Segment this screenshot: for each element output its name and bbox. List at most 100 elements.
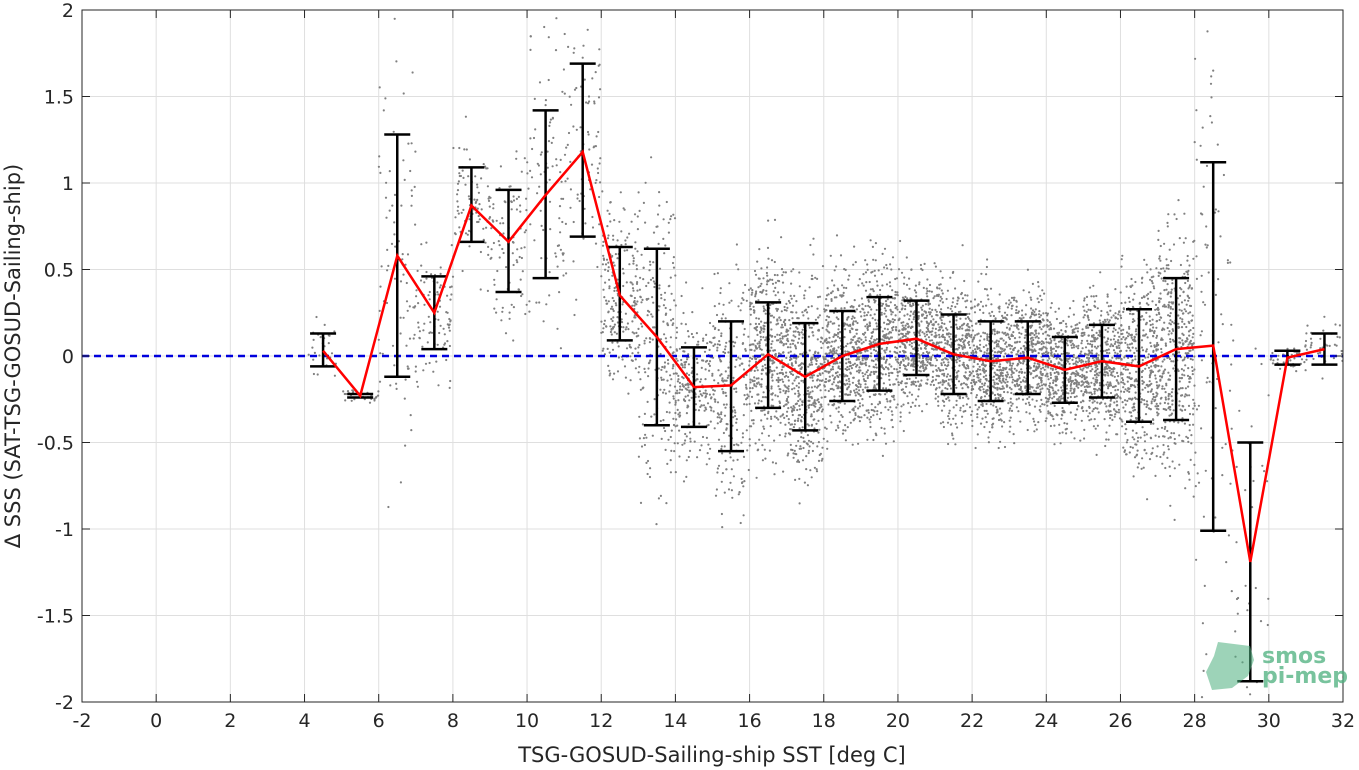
scatter-point bbox=[941, 383, 944, 386]
scatter-point bbox=[414, 305, 417, 308]
scatter-point bbox=[819, 362, 822, 365]
scatter-point bbox=[923, 310, 926, 313]
scatter-point bbox=[942, 421, 945, 424]
scatter-point bbox=[784, 435, 787, 438]
scatter-point bbox=[688, 431, 692, 434]
scatter-point bbox=[611, 296, 614, 300]
scatter-point bbox=[773, 439, 776, 442]
scatter-point bbox=[740, 477, 743, 480]
scatter-point bbox=[532, 136, 536, 140]
scatter-point bbox=[456, 200, 459, 203]
scatter-point bbox=[685, 475, 688, 478]
scatter-point bbox=[861, 372, 864, 375]
scatter-point bbox=[817, 352, 820, 355]
scatter-point bbox=[613, 219, 616, 222]
scatter-point bbox=[941, 351, 944, 354]
scatter-point bbox=[519, 204, 522, 207]
scatter-point bbox=[427, 294, 430, 297]
scatter-point bbox=[869, 374, 872, 377]
scatter-point bbox=[770, 385, 773, 388]
scatter-point bbox=[888, 363, 891, 366]
scatter-point bbox=[870, 359, 874, 362]
scatter-point bbox=[515, 157, 518, 160]
scatter-point bbox=[872, 365, 875, 368]
scatter-point bbox=[975, 396, 978, 399]
scatter-point bbox=[585, 101, 588, 104]
scatter-point bbox=[986, 338, 989, 342]
scatter-point bbox=[961, 387, 964, 390]
scatter-point bbox=[1072, 313, 1075, 316]
scatter-point bbox=[817, 329, 821, 332]
scatter-point bbox=[613, 372, 616, 375]
scatter-point bbox=[1003, 421, 1006, 424]
scatter-point bbox=[410, 429, 413, 432]
scatter-point bbox=[930, 315, 934, 318]
scatter-point bbox=[760, 409, 763, 412]
scatter-point bbox=[1048, 396, 1051, 399]
scatter-point bbox=[1010, 296, 1014, 299]
scatter-point bbox=[653, 282, 657, 285]
scatter-point bbox=[995, 405, 998, 409]
scatter-point bbox=[958, 396, 961, 400]
scatter-point bbox=[748, 425, 752, 428]
scatter-point bbox=[873, 385, 876, 388]
scatter-point bbox=[904, 335, 907, 338]
scatter-point bbox=[817, 459, 821, 462]
scatter-point bbox=[669, 276, 672, 279]
scatter-point bbox=[1020, 332, 1023, 335]
scatter-point bbox=[671, 323, 674, 327]
scatter-point bbox=[624, 328, 627, 331]
scatter-point bbox=[961, 347, 964, 350]
scatter-point bbox=[838, 420, 841, 423]
scatter-point bbox=[811, 331, 814, 334]
scatter-point bbox=[759, 290, 762, 294]
scatter-point bbox=[925, 358, 928, 361]
scatter-point bbox=[787, 418, 790, 421]
scatter-point bbox=[773, 361, 776, 364]
scatter-point bbox=[871, 288, 874, 291]
scatter-point bbox=[502, 251, 505, 255]
scatter-point bbox=[1049, 411, 1052, 414]
scatter-point bbox=[917, 395, 920, 398]
scatter-point bbox=[701, 394, 704, 397]
scatter-point bbox=[748, 360, 751, 363]
scatter-point bbox=[786, 454, 789, 457]
scatter-point bbox=[1063, 422, 1066, 425]
scatter-point bbox=[515, 197, 519, 200]
scatter-point bbox=[961, 415, 964, 418]
scatter-point bbox=[845, 368, 849, 372]
scatter-point bbox=[749, 348, 752, 351]
scatter-point bbox=[966, 312, 969, 316]
scatter-point bbox=[1032, 417, 1035, 420]
scatter-point bbox=[437, 318, 440, 321]
scatter-point bbox=[487, 199, 491, 202]
scatter-point bbox=[938, 341, 941, 344]
scatter-point bbox=[636, 228, 640, 231]
scatter-point bbox=[512, 306, 516, 309]
scatter-point bbox=[919, 263, 923, 267]
scatter-point bbox=[705, 463, 708, 466]
scatter-point bbox=[676, 380, 680, 383]
scatter-point bbox=[1008, 368, 1011, 371]
scatter-point bbox=[748, 444, 751, 447]
scatter-point bbox=[702, 339, 705, 342]
scatter-point bbox=[917, 311, 920, 314]
scatter-point bbox=[762, 324, 765, 327]
scatter-point bbox=[836, 371, 839, 374]
scatter-point bbox=[637, 455, 641, 458]
scatter-point bbox=[769, 349, 772, 352]
scatter-point bbox=[1055, 357, 1058, 360]
scatter-point bbox=[766, 274, 769, 277]
scatter-point bbox=[851, 443, 854, 446]
scatter-point bbox=[999, 368, 1002, 371]
scatter-point bbox=[829, 254, 832, 257]
scatter-point bbox=[554, 49, 558, 52]
scatter-point bbox=[723, 414, 727, 417]
scatter-point bbox=[833, 352, 836, 355]
scatter-point bbox=[523, 246, 526, 249]
scatter-point bbox=[880, 364, 884, 367]
scatter-point bbox=[979, 343, 982, 346]
scatter-point bbox=[948, 417, 951, 420]
scatter-point bbox=[762, 305, 765, 308]
scatter-point bbox=[940, 297, 943, 300]
